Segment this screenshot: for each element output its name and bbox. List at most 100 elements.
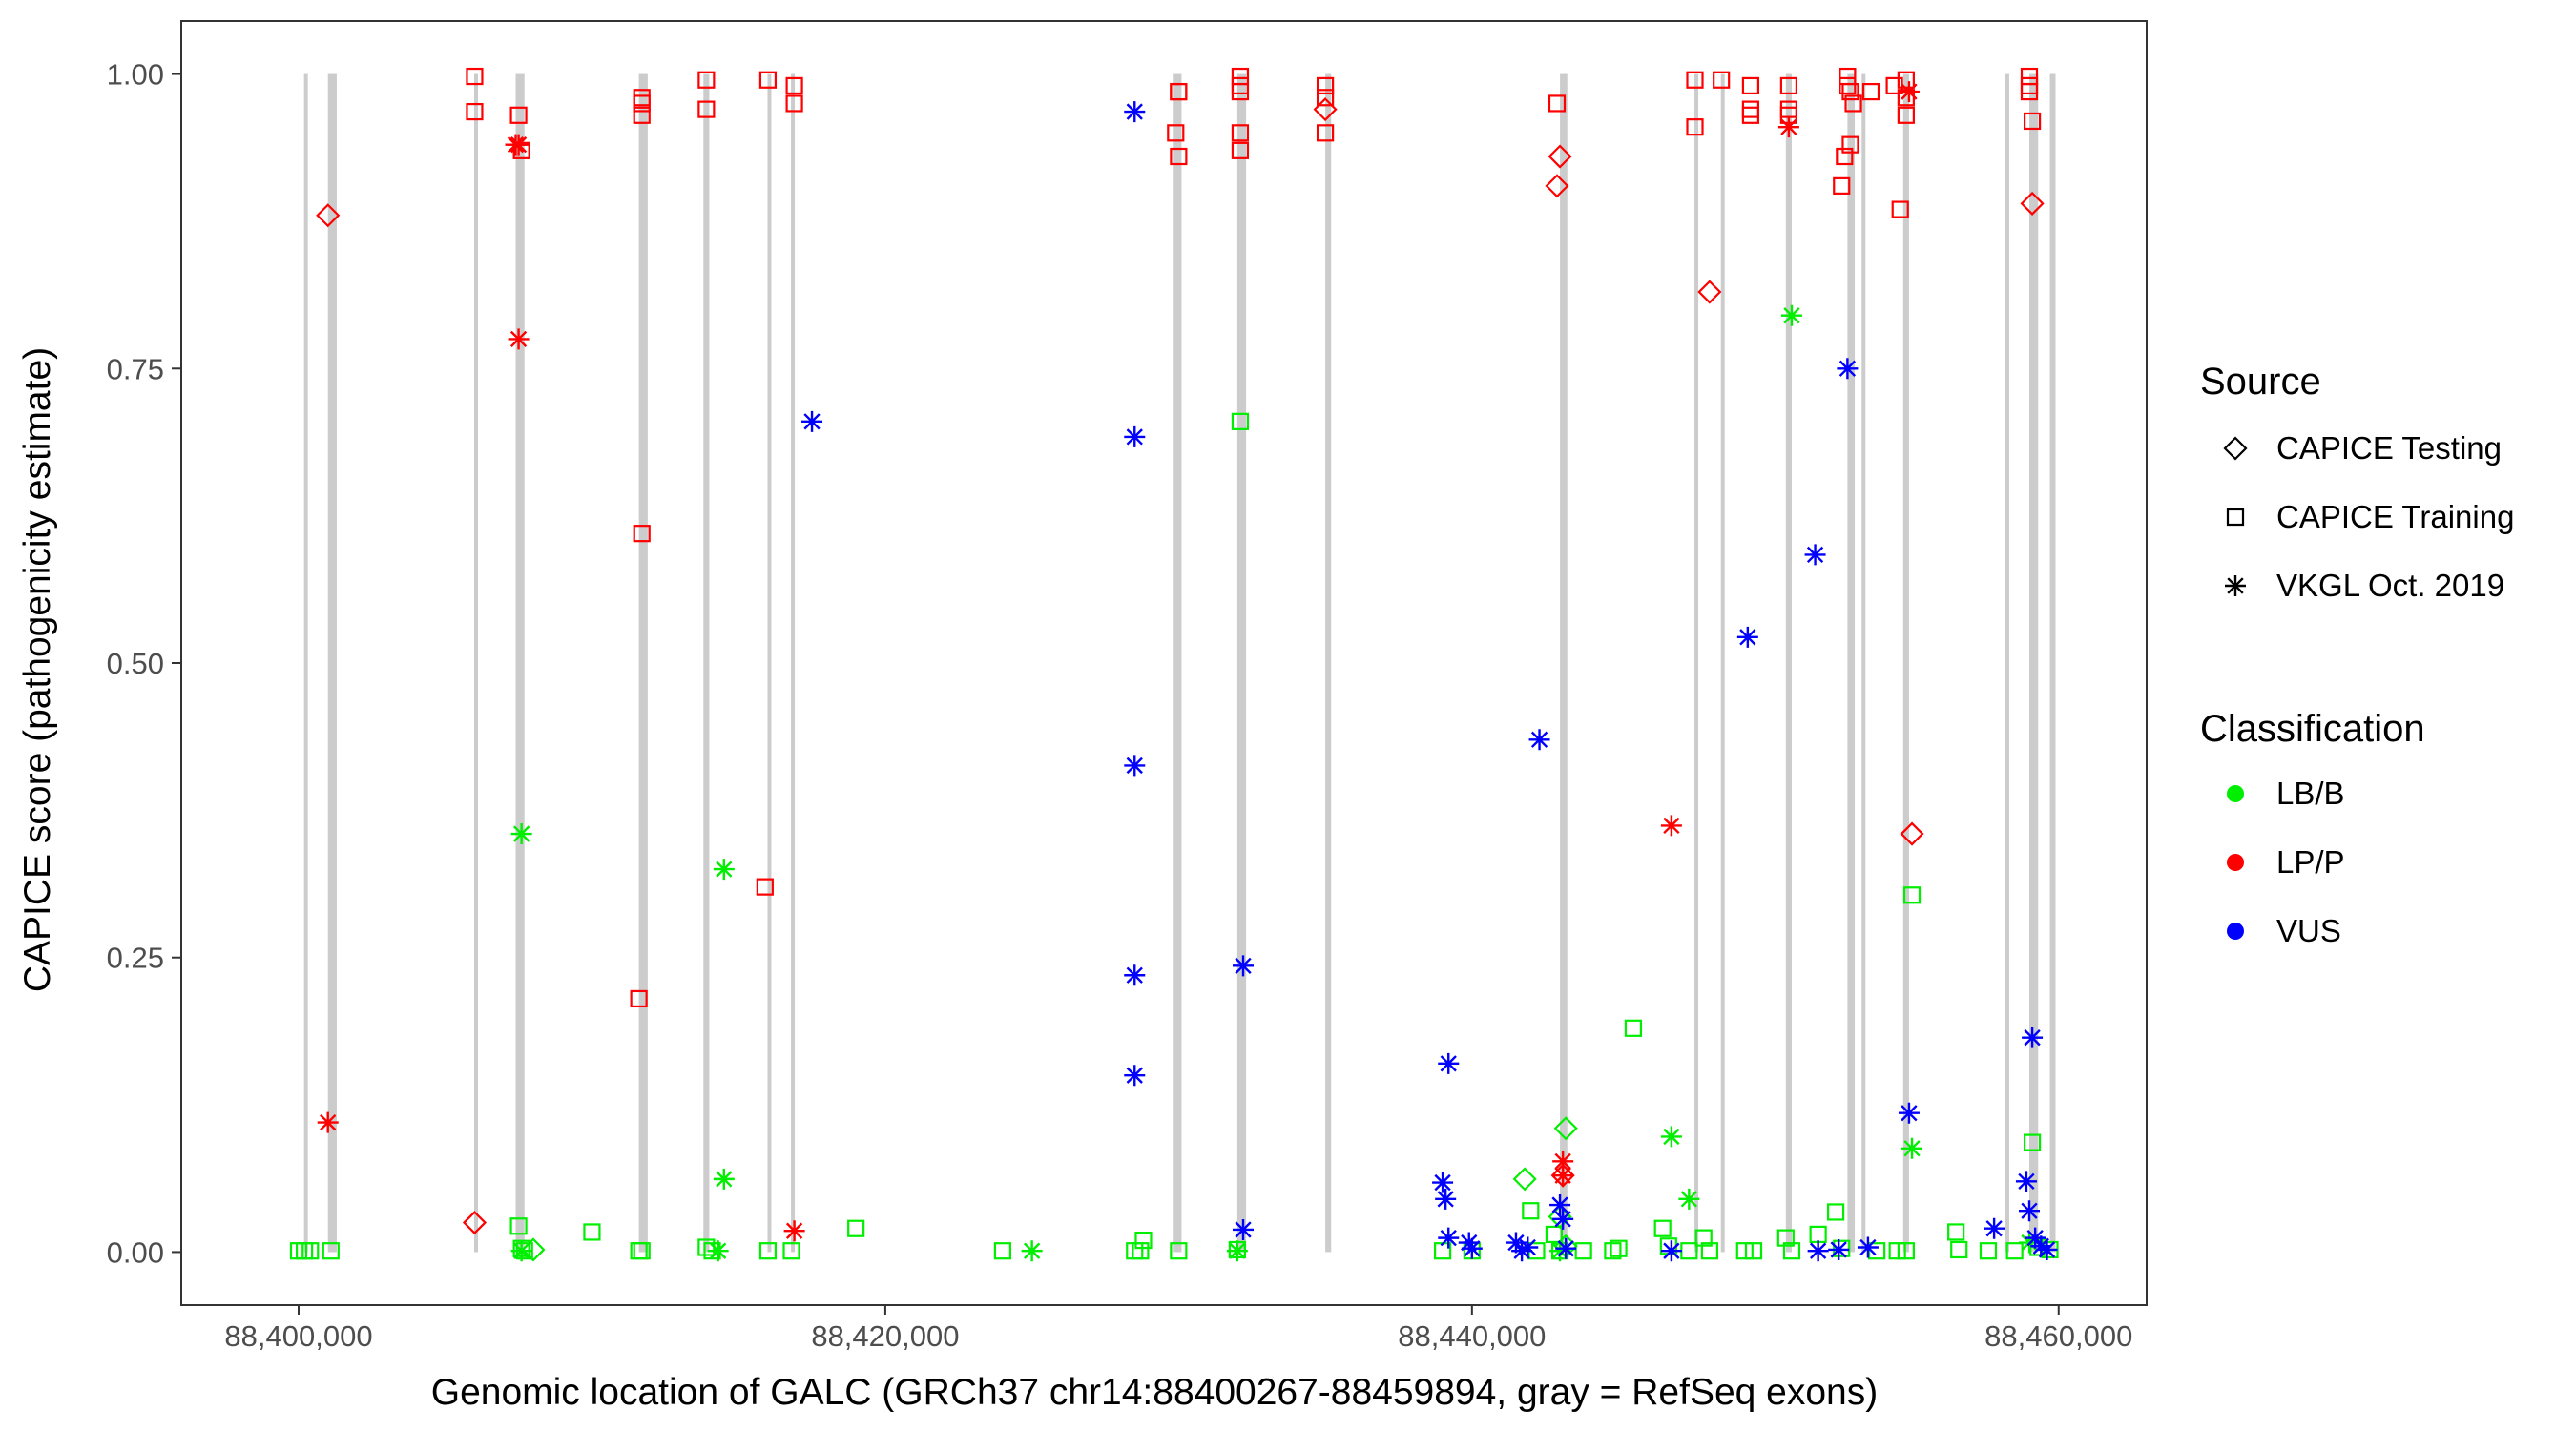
- training-point: [1979, 1242, 1998, 1260]
- training-point: [1836, 147, 1854, 166]
- legend-source-title: Source: [2200, 361, 2321, 403]
- training-point: [1826, 1203, 1845, 1221]
- legend-color-key: [2227, 923, 2244, 940]
- training-point: [1741, 76, 1760, 95]
- testing-point: [1545, 174, 1569, 198]
- training-point: [1686, 118, 1704, 136]
- training-point: [1888, 1242, 1906, 1260]
- exon-bar: [1325, 73, 1332, 1253]
- exon-bar: [1785, 73, 1792, 1253]
- vkgl-point: [1511, 1240, 1533, 1262]
- testing-point: [1553, 1116, 1578, 1141]
- testing-point: [1900, 821, 1924, 846]
- x-tick-label: 88,400,000: [224, 1319, 372, 1353]
- vkgl-point: [1124, 101, 1146, 123]
- vkgl-point: [713, 1168, 735, 1190]
- training-point: [1947, 1223, 1965, 1241]
- x-axis-title: Genomic location of GALC (GRCh37 chr14:8…: [431, 1372, 1879, 1413]
- vkgl-point: [510, 1240, 532, 1262]
- testing-point: [1697, 280, 1722, 304]
- training-point: [756, 878, 774, 896]
- vkgl-point: [1233, 1218, 1255, 1240]
- training-point: [322, 1242, 340, 1260]
- exon-bar: [474, 73, 478, 1253]
- training-point: [1735, 1242, 1754, 1260]
- training-point: [509, 106, 528, 124]
- exon-bar: [2005, 73, 2009, 1253]
- training-point: [1950, 1240, 1968, 1259]
- exon-bar: [1847, 73, 1856, 1253]
- training-point: [1897, 1242, 1915, 1260]
- testing-point: [1550, 1163, 1575, 1188]
- training-point: [1653, 1219, 1672, 1237]
- vkgl-point: [1552, 1151, 1574, 1172]
- legend-class-label: VUS: [2276, 913, 2341, 948]
- vkgl-point: [1233, 955, 1255, 977]
- training-point: [1231, 124, 1250, 142]
- vkgl-point: [1555, 1237, 1577, 1259]
- vkgl-point: [1432, 1172, 1454, 1193]
- training-point: [1610, 1239, 1628, 1257]
- training-point: [1317, 76, 1335, 95]
- training-point: [1839, 76, 1857, 95]
- training-point: [1782, 1242, 1801, 1260]
- exon-bar: [767, 73, 772, 1253]
- training-point: [1317, 89, 1335, 107]
- training-point: [758, 1242, 778, 1260]
- training-point: [697, 100, 716, 118]
- training-point: [1741, 106, 1760, 124]
- training-point: [1891, 200, 1909, 218]
- training-point: [1861, 82, 1880, 101]
- exon-bar: [638, 73, 648, 1253]
- training-point: [466, 102, 484, 121]
- vkgl-point: [1461, 1237, 1483, 1259]
- vkgl-point: [317, 1111, 339, 1133]
- training-point: [1686, 71, 1704, 89]
- vkgl-point: [1505, 1232, 1527, 1254]
- exon-bar: [1720, 73, 1725, 1253]
- exon-bar: [1861, 73, 1866, 1253]
- vkgl-point: [1736, 626, 1758, 648]
- y-tick-label: 0.00: [107, 1235, 164, 1269]
- legend-source-label: VKGL Oct. 2019: [2276, 568, 2504, 603]
- vkgl-point: [1660, 1126, 1682, 1148]
- legend-class-label: LP/P: [2276, 844, 2345, 880]
- vkgl-point: [1438, 1227, 1460, 1249]
- vkgl-point: [508, 134, 530, 156]
- vkgl-point: [783, 1220, 805, 1242]
- y-tick-label: 0.25: [107, 942, 164, 975]
- exon-bar: [327, 73, 337, 1253]
- vkgl-point: [801, 410, 823, 432]
- training-point: [1776, 1229, 1795, 1247]
- training-point: [1231, 141, 1250, 159]
- vkgl-point: [1226, 1240, 1248, 1262]
- training-point: [1604, 1242, 1622, 1260]
- vkgl-point: [1124, 755, 1146, 777]
- vkgl-point: [2025, 1227, 2046, 1249]
- vkgl-point: [1458, 1232, 1480, 1254]
- vkgl-point: [1021, 1240, 1043, 1262]
- training-point: [1231, 82, 1250, 101]
- training-point: [1522, 1202, 1540, 1220]
- training-point: [1844, 94, 1862, 113]
- vkgl-point: [1517, 1236, 1539, 1258]
- training-point: [289, 1242, 308, 1260]
- training-point: [847, 1219, 865, 1237]
- vkgl-point: [1804, 544, 1826, 566]
- training-point: [1170, 82, 1188, 101]
- training-point: [785, 76, 803, 95]
- y-tick-label: 1.00: [107, 58, 164, 92]
- vkgl-point: [1438, 1052, 1460, 1074]
- exon-bar: [2049, 73, 2056, 1253]
- vkgl-point: [1660, 815, 1682, 837]
- vkgl-point: [1660, 1240, 1682, 1262]
- vkgl-point: [1549, 1194, 1571, 1216]
- exon-bar: [1694, 73, 1699, 1253]
- legend: Source CAPICE Testing CAPICE Training VKGL…: [2200, 361, 2514, 948]
- training-point: [509, 1217, 528, 1235]
- training-point: [1809, 1225, 1827, 1244]
- training-point: [1680, 1242, 1698, 1260]
- vkgl-point: [1678, 1188, 1700, 1210]
- vkgl-point: [1837, 358, 1859, 380]
- exon-bar: [515, 73, 525, 1253]
